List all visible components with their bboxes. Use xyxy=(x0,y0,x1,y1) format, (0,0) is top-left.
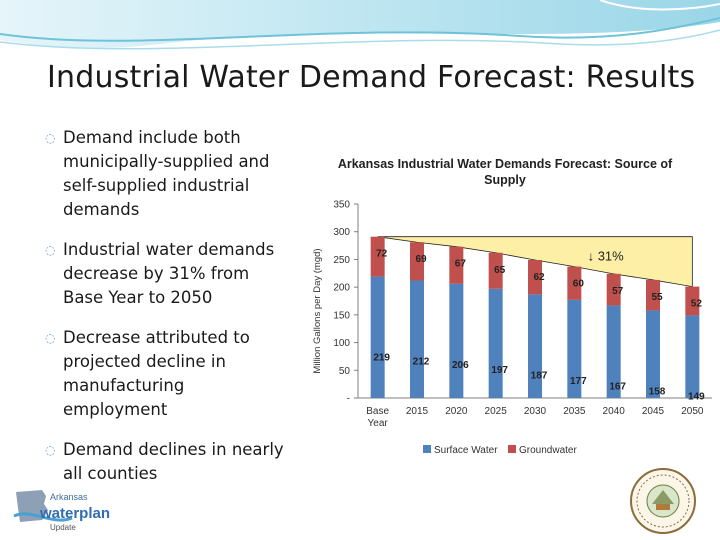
bullet-item: ◌ Industrial water demands decrease by 31… xyxy=(45,240,275,307)
data-label-surface: 158 xyxy=(649,386,666,397)
legend-swatch-groundwater xyxy=(508,445,516,453)
bullet-marker-icon: ◌ xyxy=(45,131,56,145)
y-tick-label: 50 xyxy=(339,366,351,377)
bar-groundwater xyxy=(449,246,464,284)
y-tick-label: 350 xyxy=(333,200,350,211)
bar-surface-water xyxy=(410,280,424,398)
data-label-surface: 167 xyxy=(609,381,626,392)
data-label-surface: 212 xyxy=(413,356,430,367)
data-label-surface: 177 xyxy=(570,376,587,387)
data-label-surface: 219 xyxy=(373,353,390,364)
x-tick-label: 2020 xyxy=(445,406,468,417)
bullet-marker-icon: ◌ xyxy=(45,331,56,345)
x-tick-label: 2045 xyxy=(642,406,665,417)
bar-groundwater xyxy=(606,273,621,306)
bullet-item: ◌ Decrease attributed to projected declin… xyxy=(45,328,250,419)
bar-groundwater xyxy=(528,259,542,295)
bar-surface-water xyxy=(646,310,660,398)
legend-label-groundwater: Groundwater xyxy=(519,445,577,456)
state-seal-icon xyxy=(630,468,696,534)
x-tick-label: 2040 xyxy=(603,406,626,417)
slide-title: Industrial Water Demand Forecast: Result… xyxy=(47,60,696,95)
demand-chart: Arkansas Industrial Water Demands Foreca… xyxy=(300,140,720,470)
data-label-surface: 206 xyxy=(452,360,469,371)
y-tick-label: 100 xyxy=(333,338,350,349)
chart-canvas: - 50 100 150 200 250 300 350 Million Gallons per… xyxy=(312,200,712,456)
bullet-list: ◌ Demand include both municipally-supplie… xyxy=(45,126,285,502)
data-label-groundwater: 67 xyxy=(455,259,467,270)
bar-surface-water xyxy=(528,294,542,398)
y-tick-label: - xyxy=(347,394,350,405)
y-tick-label: 250 xyxy=(333,255,350,266)
data-label-groundwater: 55 xyxy=(651,292,663,303)
bar-groundwater xyxy=(410,242,424,281)
bullet-item: ◌ Demand include both municipally-supplie… xyxy=(45,128,270,219)
bullet-marker-icon: ◌ xyxy=(45,243,56,257)
bar-surface-water xyxy=(567,299,582,398)
bullet-marker-icon: ◌ xyxy=(45,443,56,457)
bar-surface-water xyxy=(488,288,503,398)
x-tick-label: 2015 xyxy=(406,406,429,417)
decline-trend-band xyxy=(377,236,693,288)
header-swoosh xyxy=(0,0,720,50)
data-label-groundwater: 60 xyxy=(573,279,585,290)
bar-groundwater xyxy=(567,266,582,300)
data-label-groundwater: 72 xyxy=(376,249,388,260)
arkansas-waterplan-logo: Arkansas waterplan Update xyxy=(13,490,110,532)
legend-label-surface: Surface Water xyxy=(434,445,498,456)
decline-annotation: ↓ 31% xyxy=(588,249,625,264)
bar-surface-water xyxy=(606,305,621,398)
x-tick-label: 2030 xyxy=(524,406,547,417)
x-tick-label: Year xyxy=(368,418,389,429)
svg-text:Arkansas: Arkansas xyxy=(50,492,88,502)
bar-surface-water xyxy=(685,315,700,398)
bar-surface-water xyxy=(370,276,385,398)
data-label-surface: 197 xyxy=(491,365,508,376)
bar-surface-water xyxy=(449,283,464,398)
x-tick-label: 2025 xyxy=(485,406,508,417)
data-label-surface: 187 xyxy=(531,370,548,381)
data-label-surface: 149 xyxy=(688,391,705,402)
data-label-groundwater: 52 xyxy=(691,299,703,310)
bullet-item: ◌ Demand declines in nearly all counties xyxy=(45,440,284,483)
svg-text:Update: Update xyxy=(50,523,76,532)
y-tick-label: 150 xyxy=(333,310,350,321)
svg-text:waterplan: waterplan xyxy=(39,505,110,522)
data-label-groundwater: 62 xyxy=(533,272,545,283)
bar-groundwater xyxy=(646,279,660,311)
x-tick-label: 2035 xyxy=(563,406,586,417)
x-tick-label: 2050 xyxy=(681,406,704,417)
bar-groundwater xyxy=(488,252,503,289)
data-label-groundwater: 57 xyxy=(612,286,624,297)
bar-groundwater xyxy=(685,286,700,316)
bar-groundwater xyxy=(370,236,385,277)
y-tick-label: 300 xyxy=(333,227,350,238)
data-label-groundwater: 69 xyxy=(415,254,427,265)
chart-title: Arkansas Industrial Water Demands Foreca… xyxy=(337,157,673,187)
y-tick-label: 200 xyxy=(333,283,350,294)
y-axis-title: Million Gallons per Day (mgd) xyxy=(312,248,323,373)
data-label-groundwater: 65 xyxy=(494,265,506,276)
legend-swatch-surface xyxy=(423,445,431,453)
x-tick-label: Base xyxy=(366,406,389,417)
